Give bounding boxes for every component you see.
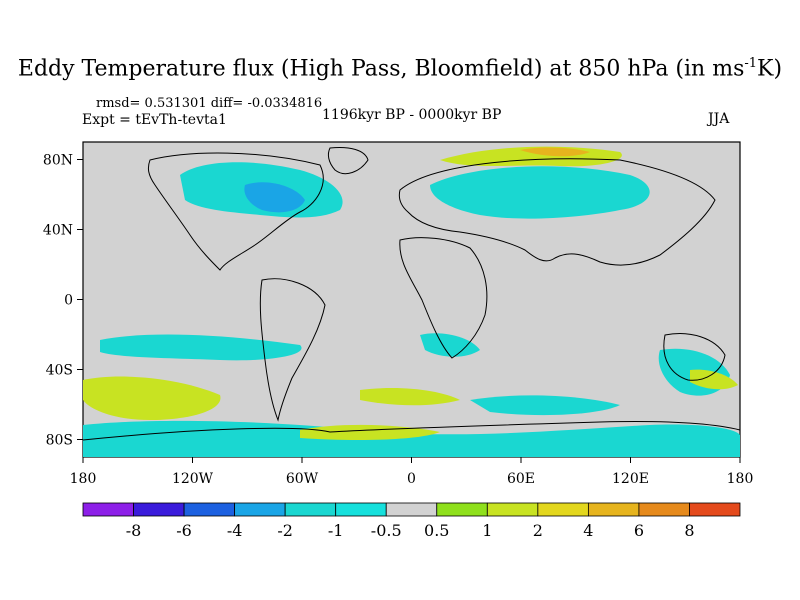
x-tick-label: 120W (172, 471, 214, 487)
x-tick-label: 60W (286, 471, 319, 487)
x-tick-label: 180 (70, 471, 97, 487)
contour-south-africa-blue (420, 333, 480, 357)
coast-europe-asia (398, 158, 716, 266)
colorbar-label: 0.5 (424, 521, 449, 540)
y-tick-label: 40S (46, 363, 73, 379)
x-axis: 180 120W 60W 0 60E 120E 180 (70, 457, 754, 487)
map-title: Eddy Temperature flux (High Pass, Bloomf… (17, 56, 783, 82)
contour-south-pacific-green (83, 376, 221, 420)
contour-southern-ocean-blue (83, 420, 740, 457)
colorbar-swatch (537, 502, 589, 517)
colorbar-label: 6 (634, 521, 644, 540)
map-panel (82, 141, 741, 458)
colorbar-swatch (486, 502, 539, 517)
colorbar-label: 1 (482, 521, 492, 540)
colorbar: -8 -6 -4 -2 -1 -0.5 0.5 1 2 4 6 8 (82, 502, 741, 540)
colorbar-label: -8 (126, 521, 142, 540)
colorbar-label: -4 (227, 521, 243, 540)
coast-antarctica (82, 421, 741, 441)
contour-fills (83, 146, 740, 457)
coast-south-america (259, 278, 326, 422)
colorbar-label: 4 (583, 521, 593, 540)
coast-africa (399, 237, 488, 359)
y-axis: 80N 40N 0 40S 80S (43, 153, 83, 449)
contour-australia-green (690, 369, 738, 390)
contour-indian-ocean-blue (470, 395, 620, 416)
y-tick-label: 80S (46, 433, 73, 449)
colorbar-swatch (436, 502, 488, 517)
colorbar-swatch (234, 502, 286, 517)
coast-greenland (327, 147, 369, 175)
y-tick-label: 0 (64, 293, 73, 309)
coastlines (82, 147, 741, 441)
colorbar-swatch (689, 502, 741, 517)
stats-label: rmsd= 0.531301 diff= -0.0334816 (96, 96, 323, 111)
colorbar-label: 8 (684, 521, 694, 540)
y-tick-label: 40N (43, 223, 73, 239)
colorbar-swatch (335, 502, 387, 517)
colorbar-label: -1 (328, 521, 344, 540)
x-tick-label: 180 (727, 471, 754, 487)
experiment-label: Expt = tEvTh-tevta1 (82, 112, 227, 128)
colorbar-swatch (385, 502, 438, 517)
colorbar-swatch (638, 502, 690, 517)
y-tick-group: 80N 40N 0 40S 80S (43, 153, 83, 449)
coast-north-america (147, 152, 324, 271)
contour-siberia-blue (430, 166, 650, 219)
colorbar-label: -6 (176, 521, 192, 540)
colorbar-label: -2 (277, 521, 293, 540)
x-tick-label: 60E (507, 471, 535, 487)
contour-north-america-darkblue (244, 182, 305, 213)
x-tick-group: 180 120W 60W 0 60E 120E 180 (70, 457, 754, 487)
period-label: 1196kyr BP - 0000kyr BP (322, 107, 502, 123)
colorbar-swatch (133, 502, 185, 517)
colorbar-label: 2 (533, 521, 543, 540)
season-label: JJA (708, 111, 730, 127)
contour-south-pacific-blue (100, 334, 302, 361)
x-tick-label: 0 (407, 471, 416, 487)
x-tick-label: 120E (612, 471, 649, 487)
colorbar-swatch (587, 502, 640, 517)
colorbar-swatch (183, 502, 236, 517)
coast-australia (663, 333, 726, 381)
y-tick-label: 80N (43, 153, 73, 169)
colorbar-swatch (82, 502, 134, 517)
colorbar-label: -0.5 (371, 521, 402, 540)
contour-arctic-orange (520, 147, 590, 157)
contour-south-atlantic-green (360, 388, 460, 406)
colorbar-swatch (284, 502, 337, 517)
